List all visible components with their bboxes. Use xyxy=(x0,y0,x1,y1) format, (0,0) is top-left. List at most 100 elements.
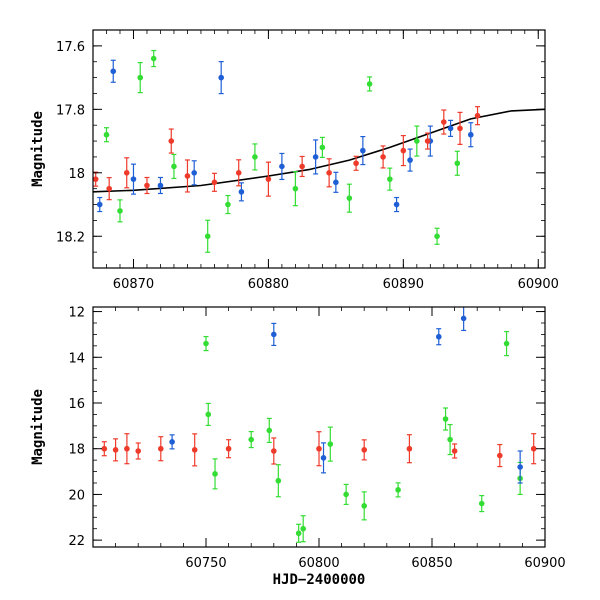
bottom-panel: 60750 60800 60850 60900 12 14 16 18 20 22 Magnitu… xyxy=(30,306,566,588)
bottom-green-data-point xyxy=(266,427,273,434)
top-panel: 60870 60880 60890 60900 17.6 17.8 18 18.2 Magni… xyxy=(30,29,559,292)
top-red-data-point xyxy=(424,138,431,144)
top-green-data-point xyxy=(292,185,299,192)
bottom-plot-frame xyxy=(92,306,546,548)
bottom-blue-data-point xyxy=(271,331,277,338)
bottom-red-data-point xyxy=(124,445,130,452)
bottom-green-data-point xyxy=(395,487,401,493)
bottom-red-data-point xyxy=(406,445,413,452)
top-blue-data-point xyxy=(238,189,245,195)
bottom-red-data-point xyxy=(225,445,232,452)
bottom-blue-data-point xyxy=(320,455,327,461)
top-red-data-point xyxy=(93,176,99,182)
top-red-data-point xyxy=(265,176,272,182)
top-green-data-point xyxy=(252,154,258,160)
top-x-tick-label: 60900 xyxy=(518,277,559,292)
bottom-green-data-point xyxy=(295,530,302,537)
bottom-x-tick-label: 60750 xyxy=(185,556,226,571)
bottom-blue-data-point xyxy=(435,333,442,340)
top-blue-data-point xyxy=(467,131,474,138)
top-blue-data-point xyxy=(393,201,400,208)
top-red-data-point xyxy=(211,179,218,186)
top-green-data-point xyxy=(225,201,231,208)
top-blue-data-point xyxy=(96,201,103,208)
bottom-y-tick-label: 16 xyxy=(68,397,85,412)
bottom-red-data-point xyxy=(101,445,108,452)
top-y-tick-label: 17.6 xyxy=(56,40,85,55)
top-blue-data-point xyxy=(110,68,117,75)
top-blue-data-point xyxy=(191,170,197,176)
bottom-data-layer xyxy=(101,307,537,543)
bottom-green-data-point xyxy=(248,436,254,443)
top-red-data-point xyxy=(123,170,130,176)
top-green-data-point xyxy=(103,131,110,138)
top-blue-data-point xyxy=(130,176,137,182)
top-red-data-point xyxy=(184,173,191,179)
top-red-data-point xyxy=(326,170,332,176)
top-blue-data-point xyxy=(279,163,285,170)
top-green-data-point xyxy=(346,195,353,201)
bottom-green-data-point xyxy=(442,416,449,422)
bottom-green-data-point xyxy=(275,477,282,484)
bottom-green-data-point xyxy=(205,411,212,418)
top-blue-data-point xyxy=(447,125,454,132)
bottom-green-data-point xyxy=(203,340,209,347)
top-green-data-point xyxy=(137,74,144,81)
bottom-blue-data-point xyxy=(169,439,175,445)
top-y-tick-label: 18.2 xyxy=(56,230,85,245)
bottom-x-tick-label: 60850 xyxy=(411,556,452,571)
top-y-tick-label: 17.8 xyxy=(56,103,85,118)
top-blue-data-point xyxy=(407,157,413,163)
top-blue-data-point xyxy=(360,147,366,154)
top-x-tick-label: 60870 xyxy=(113,277,154,292)
bottom-red-data-point xyxy=(361,447,368,453)
top-model-curve xyxy=(93,108,545,193)
bottom-y-tick-label: 12 xyxy=(68,306,85,321)
top-red-data-point xyxy=(168,138,175,144)
top-red-data-point xyxy=(441,119,447,125)
bottom-red-data-point xyxy=(316,445,322,452)
bottom-y-tick-label: 18 xyxy=(68,443,85,458)
top-blue-data-point xyxy=(157,182,164,189)
bottom-green-data-point xyxy=(343,491,349,498)
bottom-green-data-point xyxy=(361,503,368,509)
top-y-tick-label: 18 xyxy=(68,167,85,182)
bottom-x-axis-label: HJD−2400000 xyxy=(273,572,366,588)
top-red-data-point xyxy=(353,160,359,167)
bottom-red-data-point xyxy=(497,452,503,459)
bottom-green-data-point xyxy=(327,441,334,447)
bottom-y-tick-label: 14 xyxy=(68,351,85,366)
bottom-x-tick-label: 60800 xyxy=(298,556,339,571)
top-green-data-point xyxy=(171,163,177,170)
top-green-data-point xyxy=(434,233,440,240)
top-blue-data-point xyxy=(218,74,224,81)
top-red-data-point xyxy=(235,170,242,176)
bottom-red-data-point xyxy=(135,448,141,454)
top-green-data-point xyxy=(150,55,157,62)
bottom-green-data-point xyxy=(503,340,510,347)
bottom-y-axis-label: Magnitude xyxy=(30,389,46,465)
top-green-data-point xyxy=(117,208,123,214)
bottom-x-tick-label: 60900 xyxy=(524,556,565,571)
bottom-red-data-point xyxy=(451,448,458,454)
top-red-data-point xyxy=(144,182,150,189)
top-green-data-point xyxy=(204,233,211,240)
bottom-red-data-point xyxy=(191,447,198,453)
top-red-data-point xyxy=(380,154,386,160)
bottom-green-data-point xyxy=(300,525,306,532)
bottom-y-tick-label: 20 xyxy=(68,488,85,503)
top-y-axis-label: Magnitude xyxy=(30,111,46,187)
top-red-data-point xyxy=(474,112,481,119)
top-green-data-point xyxy=(366,81,373,87)
top-x-tick-label: 60890 xyxy=(383,277,424,292)
bottom-red-data-point xyxy=(112,447,119,453)
top-plot-frame xyxy=(92,29,546,269)
bottom-green-data-point xyxy=(447,436,453,443)
bottom-blue-data-point xyxy=(517,464,523,470)
top-red-data-point xyxy=(106,185,112,192)
bottom-green-data-point xyxy=(212,471,218,477)
top-red-data-point xyxy=(457,125,463,132)
top-green-data-point xyxy=(414,138,420,144)
top-blue-data-point xyxy=(312,154,319,160)
